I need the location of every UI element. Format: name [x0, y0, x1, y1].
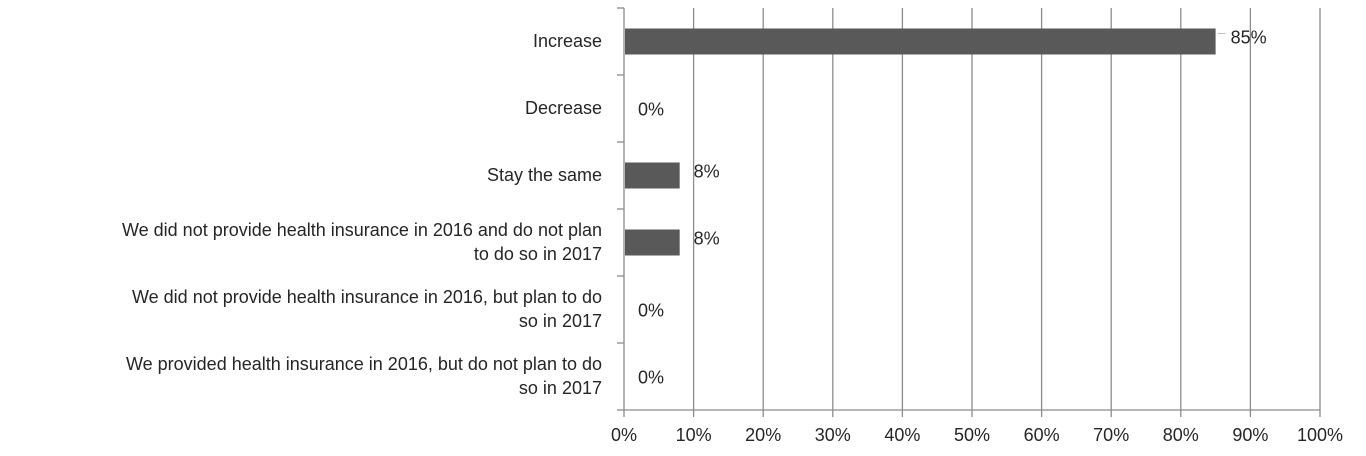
- category-label-line: so in 2017: [518, 377, 602, 398]
- category-label: Stay the same: [0, 163, 602, 187]
- data-label: 8%: [694, 162, 720, 182]
- x-tick-label: 70%: [1093, 425, 1129, 445]
- category-label-line: Decrease: [524, 97, 602, 118]
- category-label: We did not provide health insurance in 2…: [0, 285, 602, 333]
- bar: [625, 28, 1216, 55]
- x-tick-label: 80%: [1163, 425, 1199, 445]
- data-label: 0%: [638, 368, 664, 388]
- x-tick-label: 20%: [745, 425, 781, 445]
- category-label-line: so in 2017: [518, 310, 602, 331]
- category-label-line: We did not provide health insurance in 2…: [121, 219, 602, 240]
- category-label: We provided health insurance in 2016, bu…: [0, 352, 602, 400]
- category-label-line: to do so in 2017: [473, 243, 602, 264]
- data-label: 8%: [694, 229, 720, 249]
- category-label-line: Stay the same: [486, 164, 602, 185]
- category-label: Decrease: [0, 96, 602, 120]
- x-tick-label: 50%: [954, 425, 990, 445]
- category-label-line: Increase: [532, 30, 602, 51]
- data-label: 85%: [1231, 28, 1267, 48]
- x-tick-label: 100%: [1297, 425, 1343, 445]
- x-tick-label: 60%: [1024, 425, 1060, 445]
- bar: [625, 229, 680, 256]
- x-tick-label: 90%: [1232, 425, 1268, 445]
- category-label: We did not provide health insurance in 2…: [0, 218, 602, 266]
- data-label: 0%: [638, 100, 664, 120]
- x-tick-label: 10%: [676, 425, 712, 445]
- x-tick-label: 40%: [884, 425, 920, 445]
- category-label: Increase: [0, 29, 602, 53]
- category-label-line: We provided health insurance in 2016, bu…: [125, 353, 602, 374]
- bar: [625, 162, 680, 189]
- x-tick-label: 30%: [815, 425, 851, 445]
- data-label: 0%: [638, 301, 664, 321]
- category-label-line: We did not provide health insurance in 2…: [132, 286, 602, 307]
- x-tick-label: 0%: [611, 425, 637, 445]
